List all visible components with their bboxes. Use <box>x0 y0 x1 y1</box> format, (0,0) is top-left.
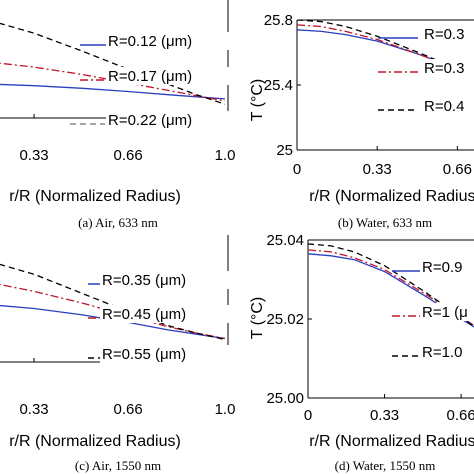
x-tick-label: 0.66 <box>447 407 474 424</box>
x-tick-label: 0.33 <box>363 161 392 178</box>
legend-label: R=0.17 (μm) <box>108 68 192 85</box>
x-tick-label: 1.0 <box>215 147 236 164</box>
legend-label: R=0.4 <box>424 98 464 115</box>
legend-label: R=0.12 (μm) <box>108 33 192 50</box>
caption-d: (d) Water, 1550 nm <box>335 458 436 473</box>
legend-bg <box>420 303 474 321</box>
x-tick-label: 0.33 <box>370 407 399 424</box>
x-tick-label: 0.66 <box>113 401 142 418</box>
x-axis-label: r/R (Normalized Radius) <box>9 433 181 450</box>
legend-bg <box>106 111 236 129</box>
x-tick-label: 0 <box>304 407 312 424</box>
chart-panel-c: 0.33 0.66 1.0 r/R (Normalized Radius) R=0.35… <box>0 235 235 450</box>
legend-bg <box>100 305 230 323</box>
series-line-3 <box>297 20 474 77</box>
y-tick-label: 25 <box>276 142 293 159</box>
legend-label: R=0.22 (μm) <box>108 112 192 129</box>
caption-c: (c) Air, 1550 nm <box>75 458 161 473</box>
legend-bg <box>100 345 230 363</box>
y-axis-label: T (°C) <box>249 79 266 122</box>
caption-b: (b) Water, 633 nm <box>338 215 432 230</box>
x-axis-label: r/R (Normalized Radius) <box>309 188 474 205</box>
legend-label: R=0.55 (μm) <box>102 346 186 363</box>
x-tick-label: 0.33 <box>19 147 48 164</box>
chart-panel-d: 0 0.33 0.66 25.04 25.02 25.00 r/R (Normalized … <box>249 232 474 450</box>
x-tick-label: 0.66 <box>113 147 142 164</box>
series-line-1 <box>0 83 225 100</box>
legend-label: R=1 (μ <box>422 304 468 321</box>
legend-label: R=0.3 <box>424 60 464 77</box>
series-line-3 <box>0 263 225 341</box>
series-line-2 <box>0 283 225 340</box>
legend-bg <box>106 32 236 50</box>
series-line-1 <box>297 29 474 76</box>
y-tick-label: 25.4 <box>264 77 293 94</box>
legend-label: R=0.9 <box>422 259 462 276</box>
chart-panel-a: 0.33 0.66 1.0 r/R (Normalized Radius) R=0.12… <box>0 0 236 205</box>
x-axis-label: r/R (Normalized Radius) <box>9 188 181 205</box>
x-tick-label: 0 <box>293 161 301 178</box>
x-tick-label: 0.33 <box>19 401 48 418</box>
series-line-3 <box>0 22 225 105</box>
y-tick-label: 25.04 <box>266 232 304 249</box>
legend-bg <box>420 258 474 276</box>
series-line-3 <box>308 243 474 328</box>
legend-bg <box>422 59 474 77</box>
legend-label: R=0.3 <box>424 26 464 43</box>
legend-label: R=1.0 <box>422 344 462 361</box>
caption-a: (a) Air, 633 nm <box>78 215 158 230</box>
y-tick-label: 25.02 <box>266 311 304 328</box>
chart-panel-b: 0 0.33 0.66 25.8 25.4 25 r/R (Normalized Radiu… <box>249 12 474 205</box>
legend-label: R=0.35 (μm) <box>102 272 186 289</box>
legend-label: R=0.45 (μm) <box>102 306 186 323</box>
x-axis-label: r/R (Normalized Radius) <box>309 433 474 450</box>
legend-bg <box>422 25 474 43</box>
legend-bg <box>422 97 474 115</box>
y-tick-label: 25.00 <box>266 390 304 407</box>
legend-bg <box>100 271 230 289</box>
y-axis-label: T (°C) <box>249 297 266 340</box>
y-tick-label: 25.8 <box>264 12 293 29</box>
series-line-1 <box>0 304 225 340</box>
x-tick-label: 1.0 <box>215 401 236 418</box>
legend-bg <box>106 67 236 85</box>
x-tick-label: 0.66 <box>443 161 472 178</box>
legend-bg <box>420 343 474 361</box>
series-line-1 <box>308 253 474 328</box>
series-line-2 <box>297 24 474 76</box>
